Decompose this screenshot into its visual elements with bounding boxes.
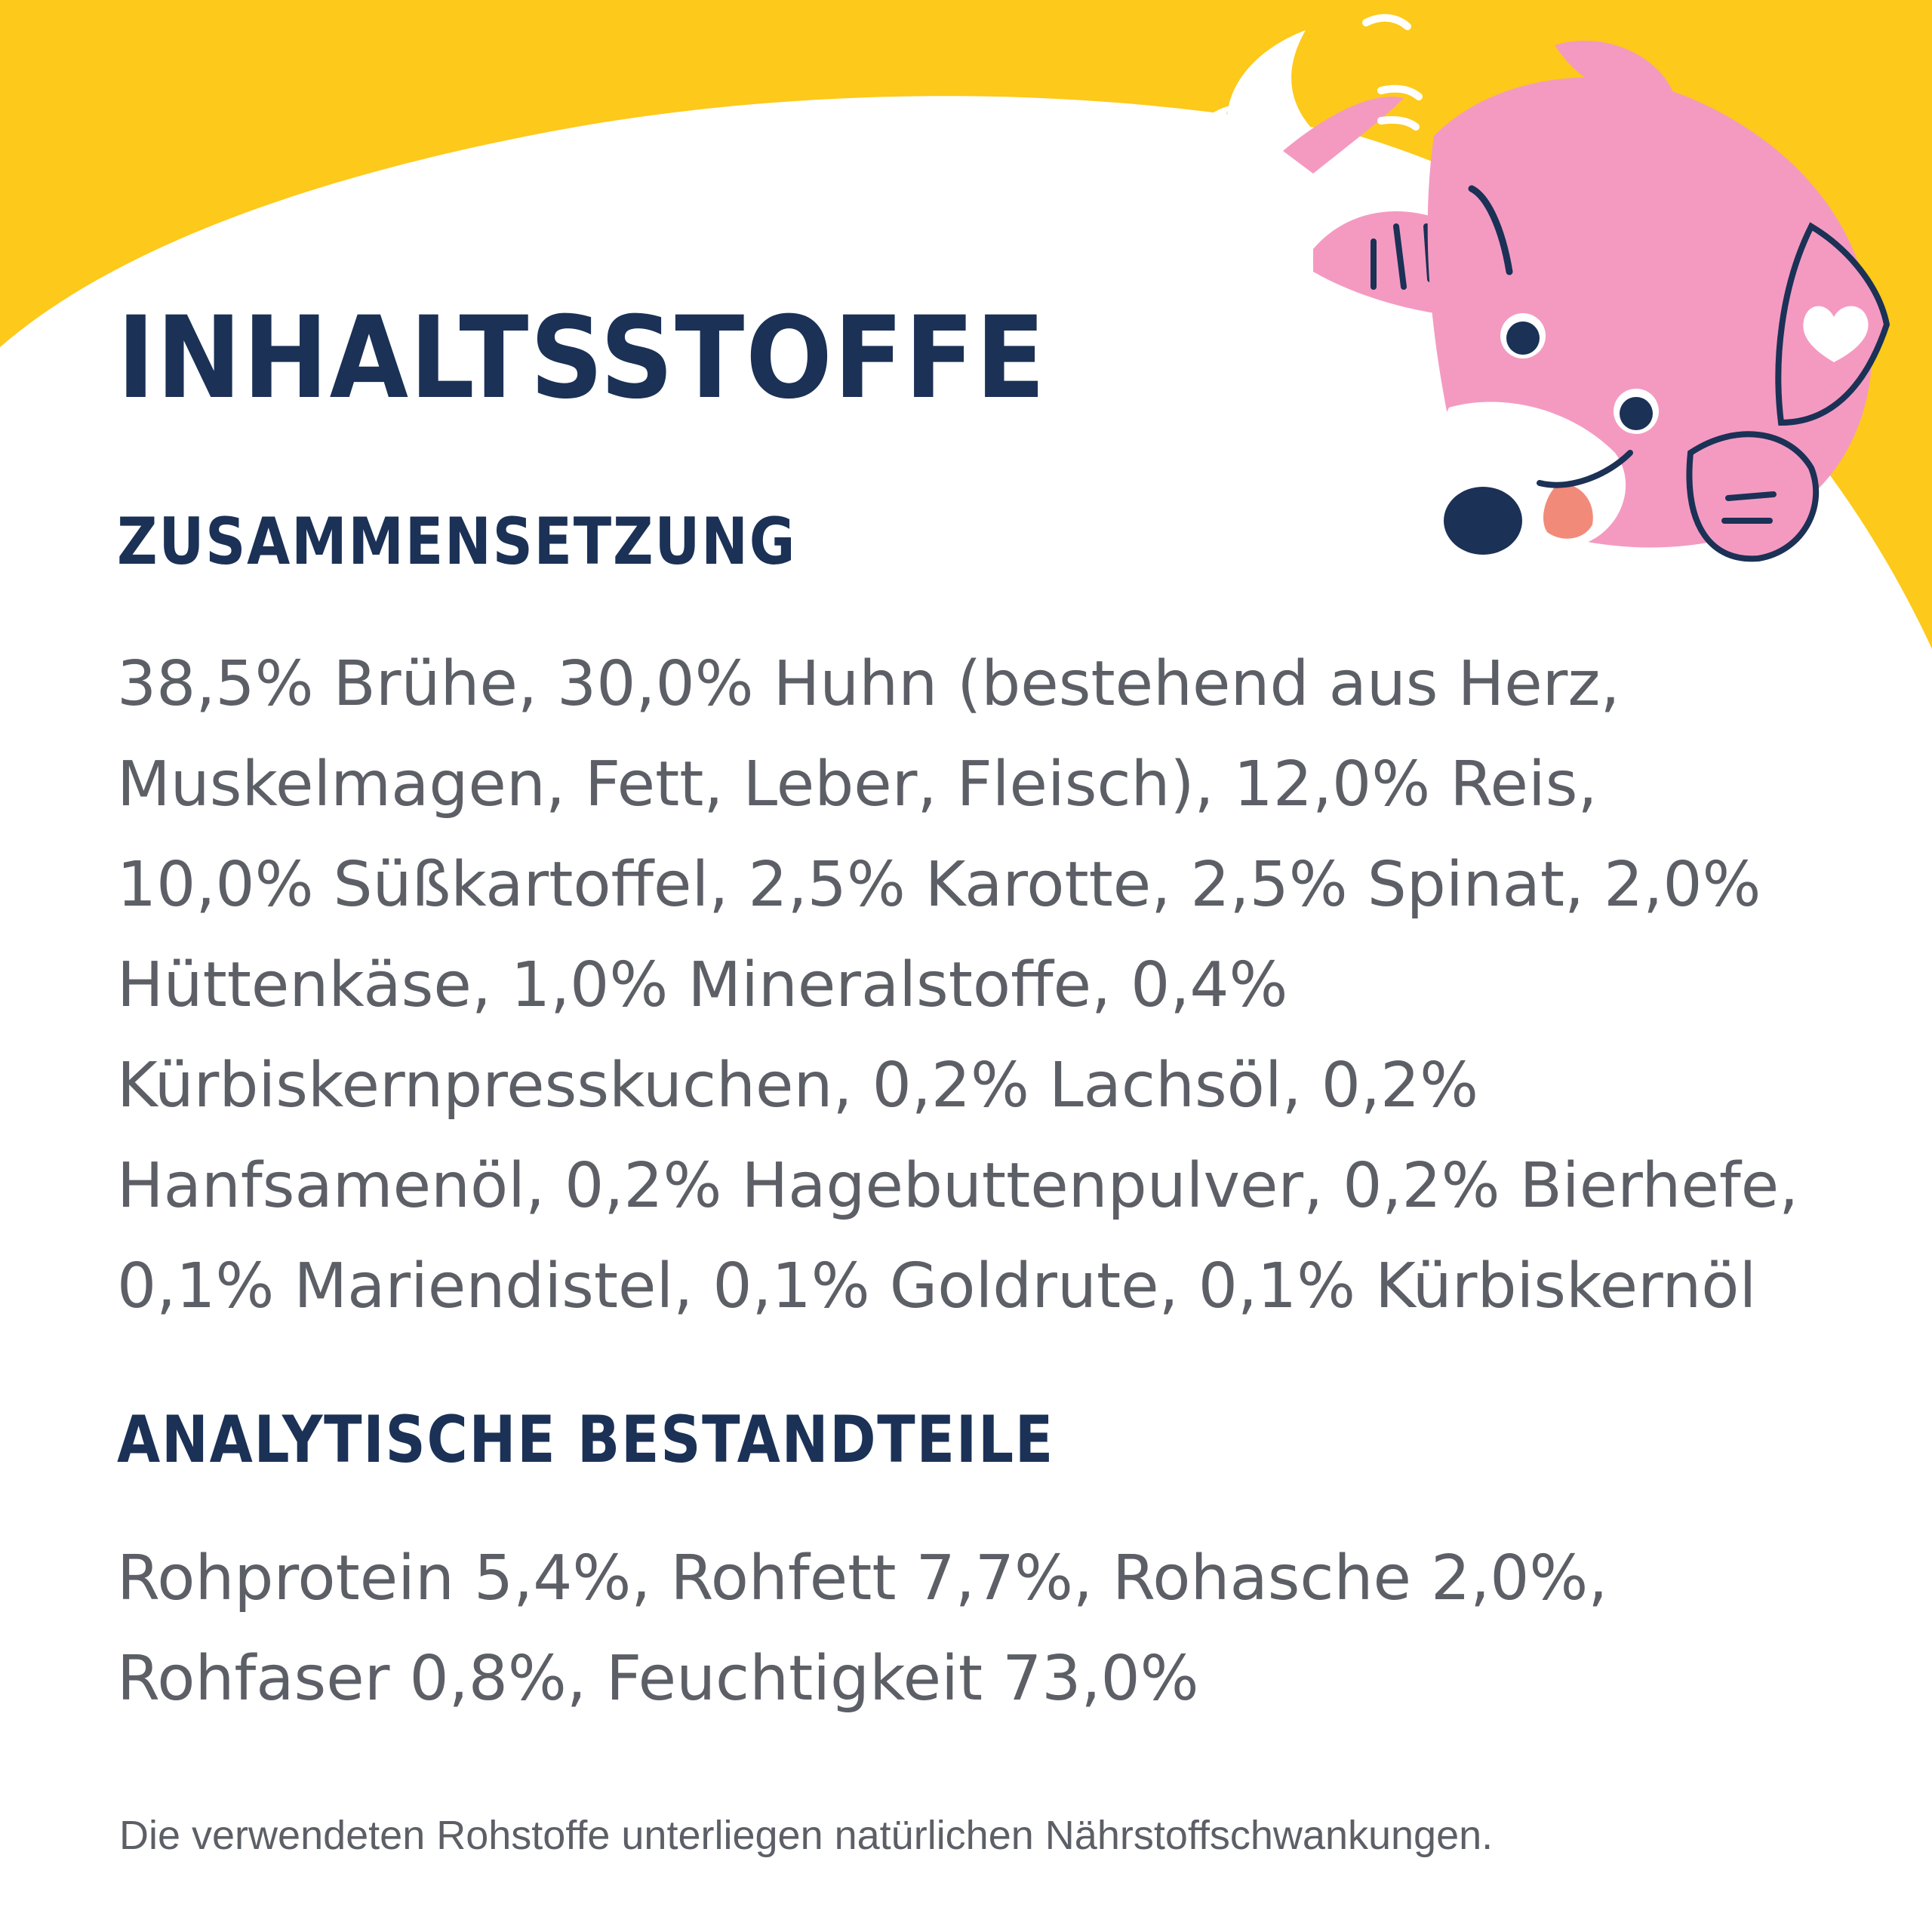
analysis-text: Rohprotein 5,4%, Rohfett 7,7%, Rohasche … [117, 1528, 1607, 1729]
composition-line: Muskelmagen, Fett, Leber, Fleisch), 12,0… [117, 749, 1598, 820]
composition-line: 10,0% Süßkartoffel, 2,5% Karotte, 2,5% S… [117, 849, 1761, 921]
analysis-line: Rohfaser 0,8%, Feuchtigkeit 73,0% [117, 1643, 1199, 1715]
composition-heading: ZUSAMMENSETZUNG [117, 504, 797, 580]
page-title: INHALTSSTOFFE [117, 293, 1047, 424]
composition-text: 38,5% Brühe, 30,0% Huhn (bestehend aus H… [117, 634, 1798, 1337]
composition-line: Kürbiskernpresskuchen, 0,2% Lachsöl, 0,2… [117, 1050, 1479, 1121]
composition-line: 0,1% Mariendistel, 0,1% Goldrute, 0,1% K… [117, 1251, 1757, 1322]
analysis-line: Rohprotein 5,4%, Rohfett 7,7%, Rohasche … [117, 1543, 1608, 1614]
analysis-heading: ANALYTISCHE BESTANDTEILE [117, 1402, 1055, 1478]
footnote: Die verwendeten Rohstoffe unterliegen na… [119, 1813, 1494, 1858]
composition-line: 38,5% Brühe, 30,0% Huhn (bestehend aus H… [117, 648, 1620, 720]
pink-dog-mascot-icon [1187, 14, 1890, 562]
composition-line: Hanfsamenöl, 0,2% Hagebuttenpulver, 0,2%… [117, 1150, 1799, 1222]
composition-line: Hüttenkäse, 1,0% Mineralstoffe, 0,4% [117, 949, 1288, 1021]
